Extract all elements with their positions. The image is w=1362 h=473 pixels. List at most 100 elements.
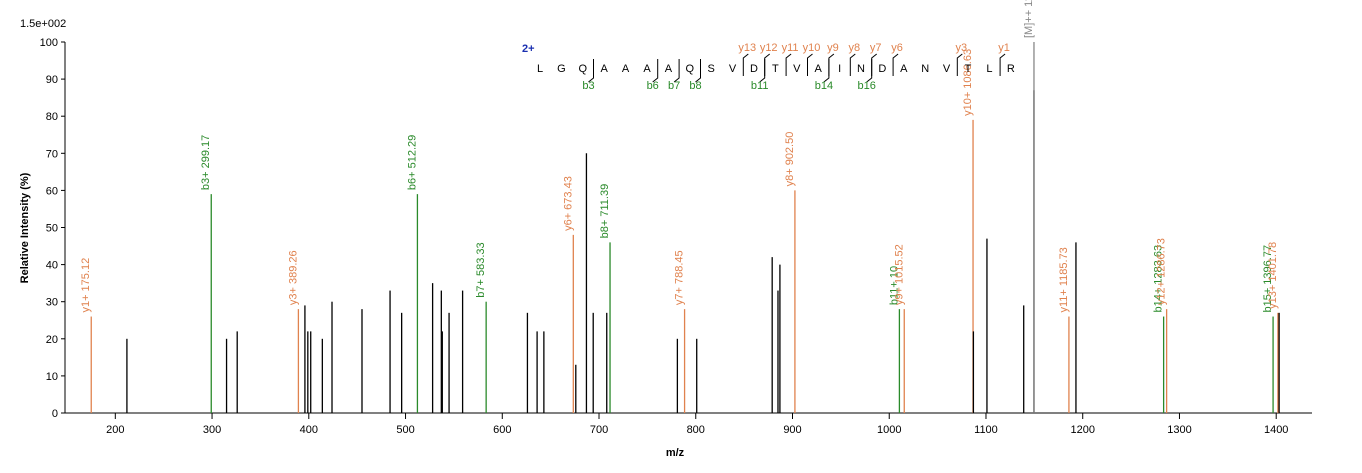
y-ion-marker	[807, 53, 813, 76]
peak-label: y10+ 1086.63	[962, 49, 974, 116]
peak-label: b6+ 512.29	[406, 135, 418, 190]
b-ion-marker	[823, 59, 830, 83]
residue: N	[921, 63, 929, 75]
residue: L	[986, 63, 992, 75]
y-ion-label: y7	[870, 42, 882, 54]
residue: A	[665, 63, 673, 75]
y-ion-marker	[871, 53, 878, 76]
y-ion-marker	[892, 53, 899, 76]
y-tick-label: 10	[46, 371, 58, 383]
peak-label: [M]++ 1149.61	[1023, 0, 1035, 38]
residue: A	[601, 63, 609, 75]
residue: Q	[686, 63, 695, 75]
residue: R	[1007, 63, 1015, 75]
residue: A	[815, 63, 823, 75]
peak-label: y8+ 902.50	[784, 132, 796, 187]
y-tick-label: 40	[46, 260, 58, 272]
peak-label: b14+ 1283.63	[1153, 245, 1165, 313]
peak-label: b15+ 1396.77	[1262, 245, 1274, 313]
residue: A	[622, 63, 630, 75]
y-tick-label: 50	[46, 223, 58, 235]
b-ion-marker	[588, 59, 594, 83]
y-ion-marker	[742, 53, 749, 76]
peak-label: b8+ 711.39	[599, 184, 611, 239]
y-ion-label: y8	[848, 42, 860, 54]
x-tick-label: 1400	[1264, 424, 1288, 436]
x-tick-label: 900	[783, 424, 801, 436]
x-tick-label: 800	[687, 424, 705, 436]
residue: I	[838, 63, 841, 75]
b-ion-marker	[866, 59, 873, 83]
residue: T	[965, 63, 972, 75]
x-tick-label: 1200	[1070, 424, 1094, 436]
y-ion-marker	[764, 53, 771, 76]
residue: V	[943, 63, 951, 75]
peak-label: b3+ 299.17	[200, 135, 212, 190]
peak-label: y11+ 1185.73	[1058, 247, 1070, 312]
y-tick-label: 90	[46, 74, 58, 86]
y-ion-marker	[785, 53, 792, 76]
y-tick-label: 0	[52, 408, 58, 420]
b-ion-marker	[695, 59, 701, 83]
y-ion-label: y3	[955, 42, 967, 54]
y-axis-label: Relative Intensity (%)	[19, 172, 31, 283]
y-ion-label: y11	[782, 42, 799, 54]
y-tick-label: 100	[40, 37, 58, 49]
charge-state: 2+	[522, 43, 535, 55]
y-ion-label: y10	[803, 42, 821, 54]
y-ion-label: y1	[998, 42, 1010, 54]
y-tick-label: 20	[46, 334, 58, 346]
y-ion-marker	[849, 53, 856, 76]
peak-label: y6+ 673.43	[562, 176, 574, 231]
b-ion-marker	[673, 59, 680, 83]
x-tick-label: 200	[106, 424, 124, 436]
residue: T	[772, 63, 779, 75]
b-ion-label: b6	[647, 80, 659, 92]
x-tick-label: 1100	[974, 424, 998, 436]
b-ion-label: b14	[815, 80, 833, 92]
peak-label: y13+ 1401.78	[1267, 242, 1279, 309]
y-tick-label: 60	[46, 185, 58, 197]
residue: D	[878, 63, 886, 75]
residue: D	[750, 63, 758, 75]
y-tick-label: 80	[46, 111, 58, 123]
y-ion-label: y6	[891, 42, 903, 54]
x-tick-label: 1300	[1167, 424, 1191, 436]
y-tick-label: 30	[46, 297, 58, 309]
y-ion-marker	[828, 53, 835, 76]
y-ion-label: y9	[827, 42, 839, 54]
peak-label: y9+ 1015.52	[893, 244, 905, 305]
residue: L	[537, 63, 543, 75]
residue: S	[708, 63, 715, 75]
x-tick-label: 600	[493, 424, 511, 436]
peak-label: y7+ 788.45	[674, 250, 686, 305]
b-ion-label: b11	[751, 80, 769, 92]
residue: G	[557, 63, 566, 75]
residue: A	[643, 63, 651, 75]
residue: V	[729, 63, 737, 75]
b-ion-label: b3	[582, 80, 594, 92]
x-tick-label: 1000	[877, 424, 901, 436]
y-ion-label: y13	[738, 42, 756, 54]
b-ion-label: b7	[668, 80, 680, 92]
y-ion-marker	[999, 53, 1006, 76]
residue: N	[857, 63, 865, 75]
b-ion-marker	[652, 59, 659, 83]
x-tick-label: 700	[590, 424, 608, 436]
b-ion-marker	[759, 59, 766, 83]
peak-label: b11+ 10	[888, 266, 900, 305]
residue: V	[793, 63, 801, 75]
y-ion-label: y12	[760, 42, 778, 54]
peak-label: y3+ 389.26	[287, 250, 299, 305]
x-axis-label: m/z	[666, 447, 685, 459]
residue: A	[900, 63, 908, 75]
x-tick-label: 400	[300, 424, 318, 436]
y-tick-label: 70	[46, 148, 58, 160]
chart-title: 1.5e+002	[20, 18, 66, 30]
peak-label: y1+ 175.12	[80, 258, 92, 313]
y-ion-marker	[956, 53, 963, 76]
residue: Q	[579, 63, 588, 75]
x-tick-label: 500	[396, 424, 414, 436]
x-tick-label: 300	[203, 424, 221, 436]
